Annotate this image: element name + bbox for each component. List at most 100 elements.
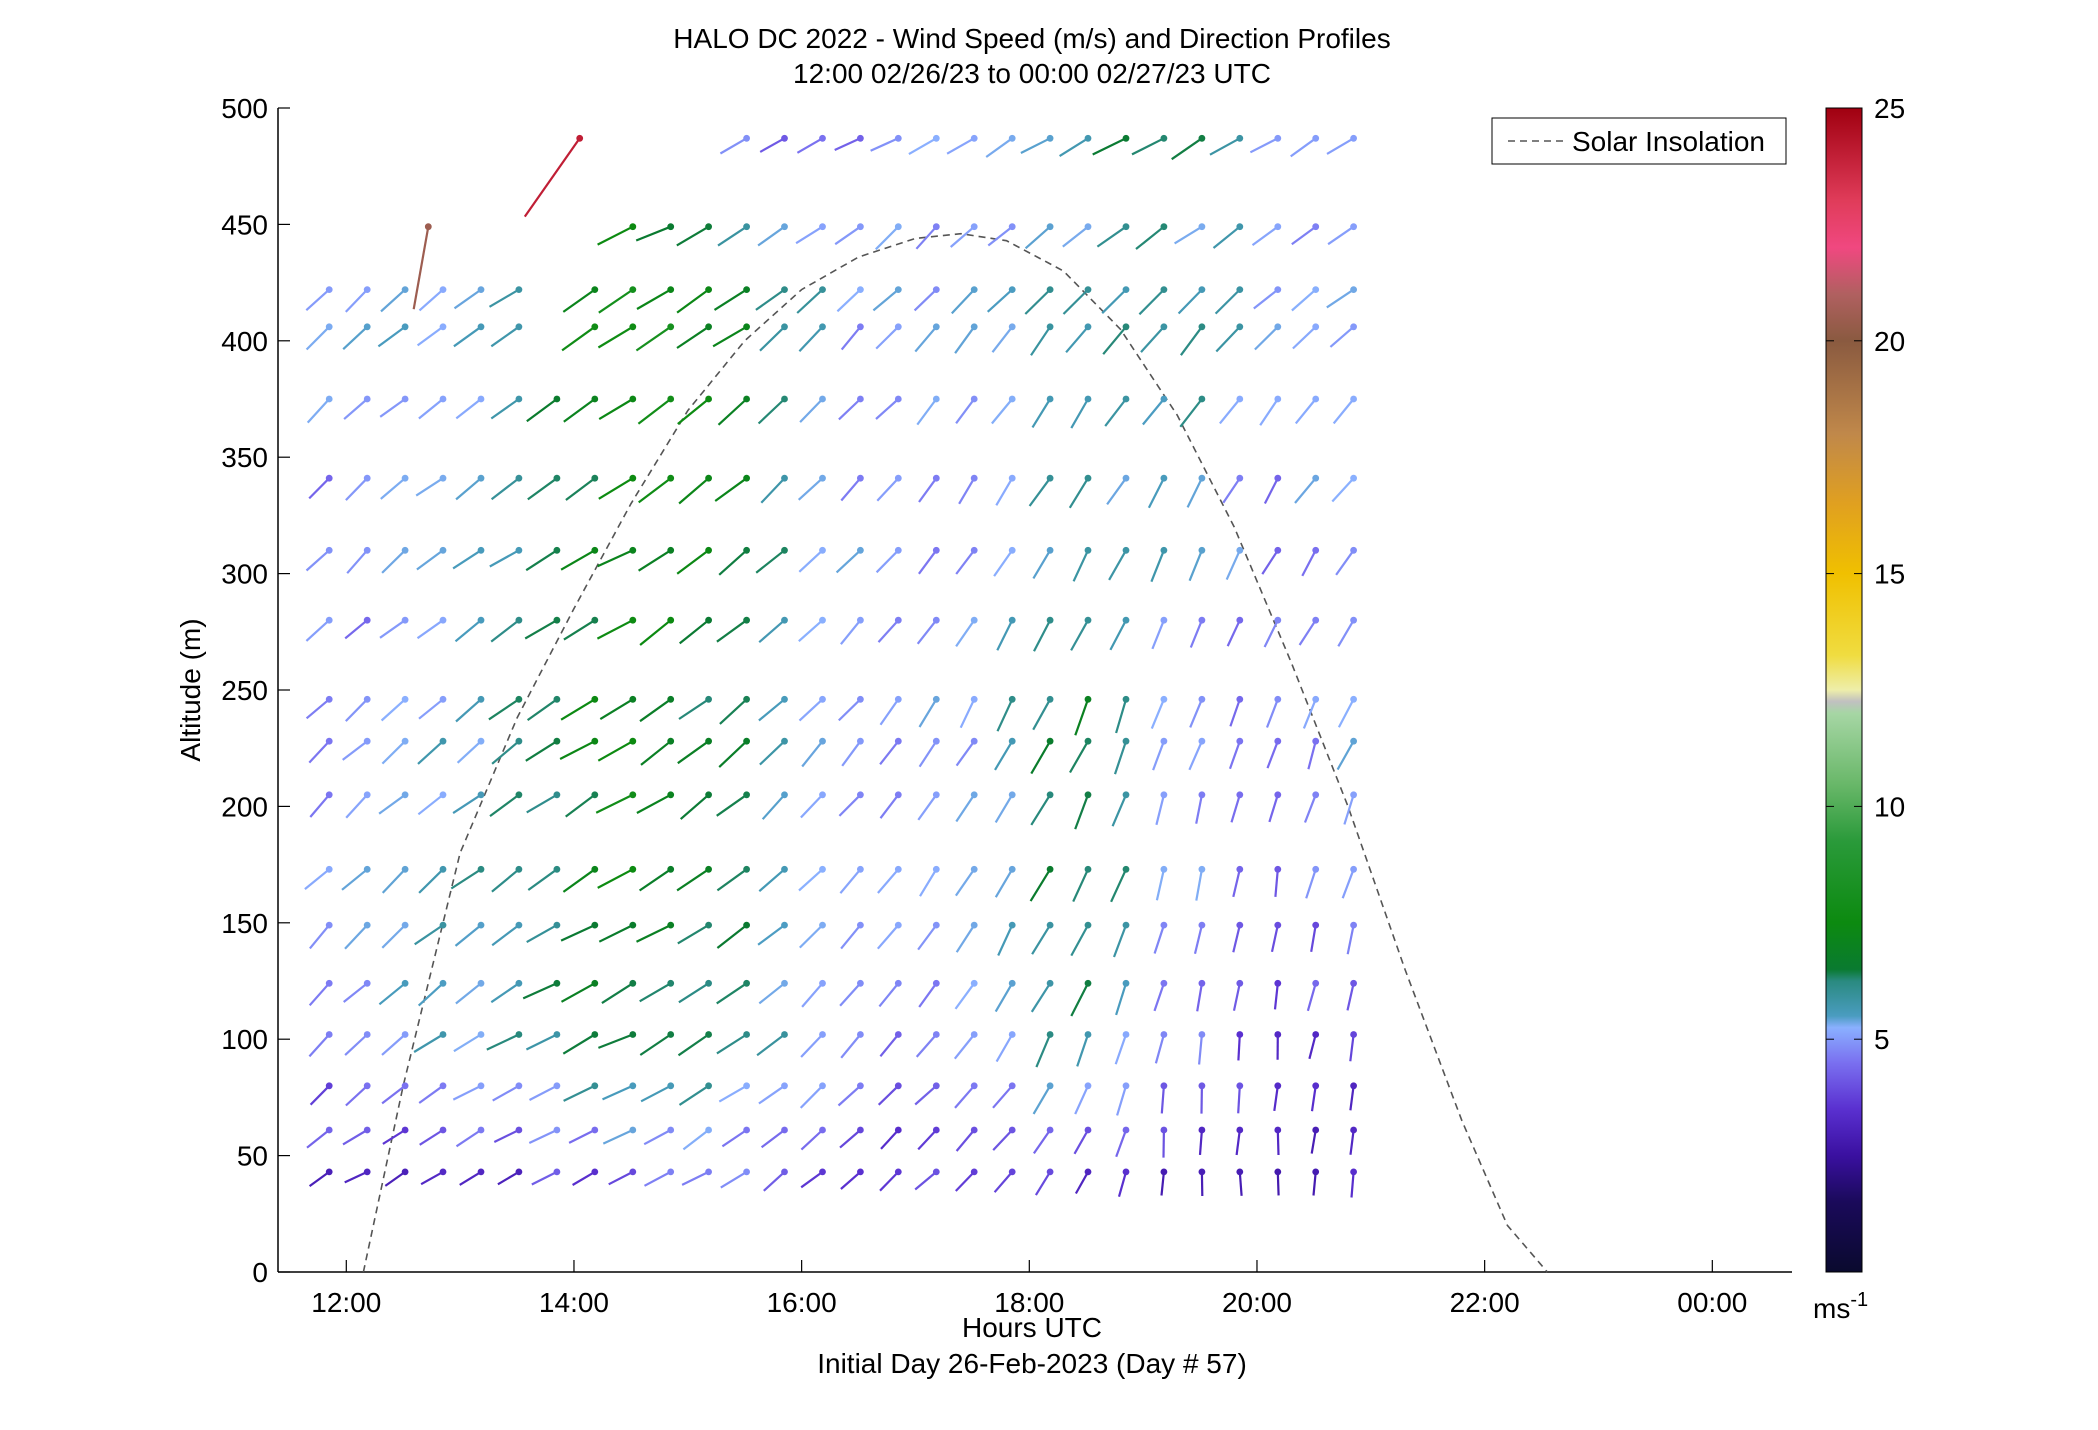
wind-barb-head bbox=[1350, 738, 1357, 745]
wind-barb-head bbox=[857, 323, 864, 330]
wind-barb-head bbox=[402, 696, 409, 703]
wind-barb-head bbox=[1350, 323, 1357, 330]
wind-barb-head bbox=[440, 1127, 447, 1134]
wind-barb-head bbox=[781, 738, 788, 745]
wind-barb-head bbox=[1199, 396, 1206, 403]
wind-barb-head bbox=[819, 738, 826, 745]
wind-barb-head bbox=[667, 1169, 674, 1176]
wind-barb-head bbox=[819, 475, 826, 482]
wind-barb-head bbox=[1199, 980, 1206, 987]
wind-barb-head bbox=[1161, 866, 1168, 873]
wind-barb-head bbox=[402, 1169, 409, 1176]
wind-barb-head bbox=[402, 922, 409, 929]
wind-barb-head bbox=[1274, 791, 1281, 798]
wind-barb-head bbox=[781, 1031, 788, 1038]
wind-barb-head bbox=[971, 791, 978, 798]
wind-barb-head bbox=[1085, 135, 1092, 142]
wind-barb-head bbox=[933, 1127, 940, 1134]
wind-barb-head bbox=[1085, 696, 1092, 703]
wind-barb-head bbox=[516, 475, 523, 482]
wind-barb-head bbox=[1312, 135, 1319, 142]
wind-barb-head bbox=[705, 1082, 712, 1089]
wind-barb-head bbox=[971, 1127, 978, 1134]
wind-barb-head bbox=[1199, 1082, 1206, 1089]
wind-barb-head bbox=[440, 1082, 447, 1089]
wind-barb-head bbox=[933, 286, 940, 293]
wind-barb-head bbox=[554, 475, 561, 482]
wind-barb-head bbox=[516, 1169, 523, 1176]
wind-barb-head bbox=[819, 696, 826, 703]
wind-barb-head bbox=[1123, 980, 1130, 987]
wind-barb-head bbox=[591, 1127, 598, 1134]
wind-barb-head bbox=[1199, 617, 1206, 624]
wind-barb-head bbox=[971, 980, 978, 987]
wind-barb-head bbox=[1350, 866, 1357, 873]
wind-barb-head bbox=[629, 286, 636, 293]
wind-barb-head bbox=[591, 696, 598, 703]
wind-barb-head bbox=[933, 135, 940, 142]
y-tick-label: 200 bbox=[221, 791, 268, 822]
wind-barb-shaft bbox=[1278, 1172, 1279, 1196]
wind-barb-head bbox=[1312, 696, 1319, 703]
wind-barb-head bbox=[1236, 323, 1243, 330]
wind-barb-head bbox=[1350, 1031, 1357, 1038]
x-tick-label: 12:00 bbox=[311, 1287, 381, 1318]
wind-barb-head bbox=[326, 323, 333, 330]
wind-barb-head bbox=[857, 1031, 864, 1038]
wind-barb-head bbox=[1161, 475, 1168, 482]
wind-barb-head bbox=[1085, 547, 1092, 554]
wind-barb-head bbox=[895, 323, 902, 330]
wind-barb-head bbox=[1123, 547, 1130, 554]
wind-barb-head bbox=[1047, 547, 1054, 554]
wind-barb-head bbox=[554, 696, 561, 703]
wind-barb-head bbox=[1312, 866, 1319, 873]
wind-barb-head bbox=[971, 323, 978, 330]
wind-barb-head bbox=[591, 738, 598, 745]
x-tick-label: 14:00 bbox=[539, 1287, 609, 1318]
wind-barb-head bbox=[326, 696, 333, 703]
wind-barb-head bbox=[895, 791, 902, 798]
wind-barb-head bbox=[440, 696, 447, 703]
wind-barb-head bbox=[1236, 223, 1243, 230]
wind-barb-head bbox=[895, 475, 902, 482]
y-tick-label: 400 bbox=[221, 326, 268, 357]
wind-barb-head bbox=[857, 223, 864, 230]
wind-barb-head bbox=[440, 738, 447, 745]
y-tick-label: 100 bbox=[221, 1024, 268, 1055]
wind-barb-head bbox=[1350, 617, 1357, 624]
wind-barb-head bbox=[1199, 547, 1206, 554]
wind-barb-head bbox=[1350, 547, 1357, 554]
wind-barb-head bbox=[971, 396, 978, 403]
wind-barb-head bbox=[743, 791, 750, 798]
wind-barb-head bbox=[425, 223, 432, 230]
wind-barb-head bbox=[743, 1031, 750, 1038]
wind-barb-head bbox=[554, 791, 561, 798]
wind-barb-head bbox=[819, 135, 826, 142]
wind-barb-head bbox=[743, 1127, 750, 1134]
wind-barb-head bbox=[895, 617, 902, 624]
wind-barb-head bbox=[857, 135, 864, 142]
wind-barb-head bbox=[440, 866, 447, 873]
wind-barb-head bbox=[781, 396, 788, 403]
wind-barb-head bbox=[857, 1127, 864, 1134]
wind-barb-head bbox=[554, 1169, 561, 1176]
wind-barb-head bbox=[1274, 475, 1281, 482]
wind-barb-head bbox=[933, 791, 940, 798]
wind-barb-head bbox=[857, 617, 864, 624]
wind-barb-head bbox=[971, 1169, 978, 1176]
wind-barb-head bbox=[1085, 286, 1092, 293]
wind-barb-head bbox=[667, 475, 674, 482]
wind-barb-head bbox=[971, 617, 978, 624]
wind-barb-head bbox=[326, 791, 333, 798]
wind-barb-head bbox=[1047, 1127, 1054, 1134]
wind-barb-head bbox=[402, 396, 409, 403]
wind-barb-head bbox=[402, 617, 409, 624]
wind-barb-head bbox=[971, 223, 978, 230]
wind-barb-head bbox=[1009, 286, 1016, 293]
wind-barb-head bbox=[1236, 696, 1243, 703]
wind-barb-head bbox=[629, 396, 636, 403]
wind-barb-head bbox=[781, 866, 788, 873]
wind-barb-head bbox=[1350, 396, 1357, 403]
wind-barb-head bbox=[591, 1082, 598, 1089]
wind-barb-head bbox=[857, 696, 864, 703]
